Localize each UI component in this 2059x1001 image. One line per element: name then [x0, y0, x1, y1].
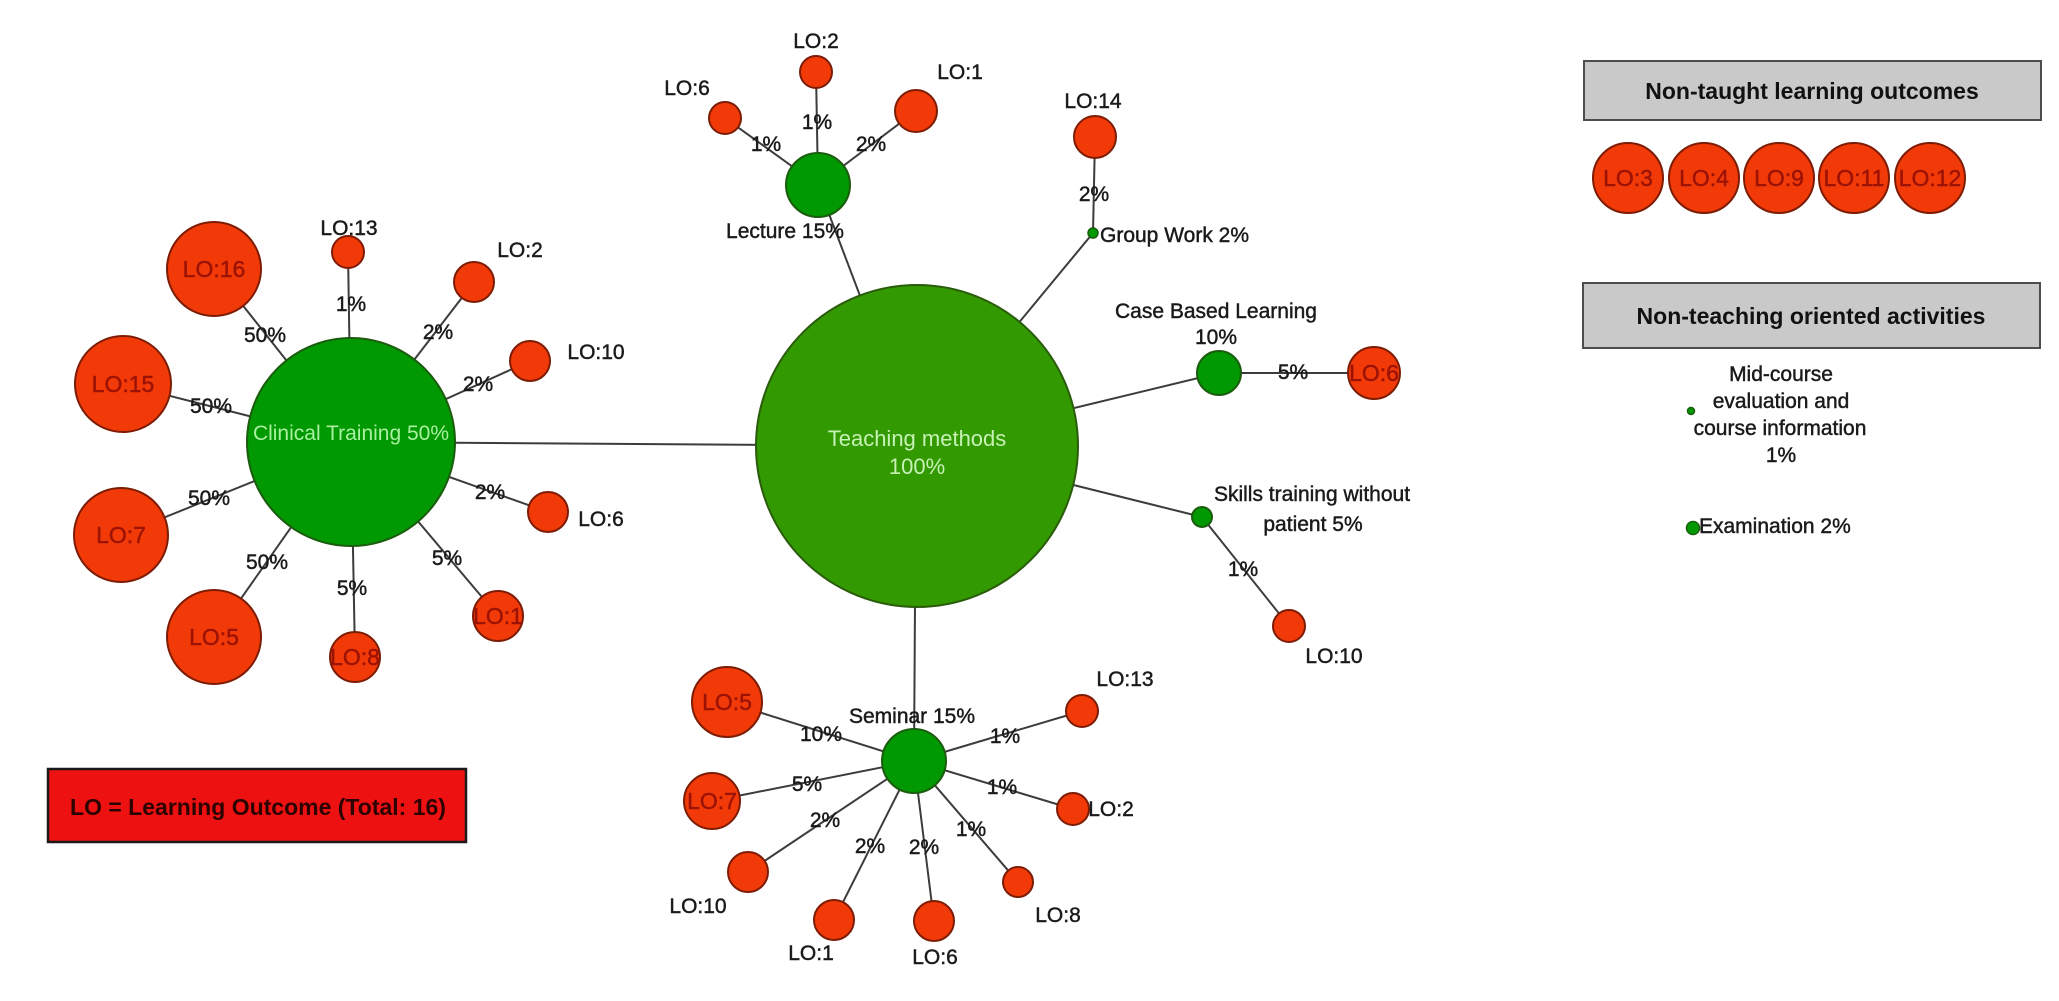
- svg-text:10%: 10%: [1195, 326, 1237, 349]
- svg-text:LO:15: LO:15: [92, 371, 155, 397]
- svg-text:5%: 5%: [337, 577, 367, 600]
- svg-text:2%: 2%: [423, 321, 453, 344]
- svg-text:LO:13: LO:13: [320, 217, 377, 240]
- svg-text:1%: 1%: [1228, 558, 1258, 581]
- svg-text:LO:5: LO:5: [189, 624, 239, 650]
- svg-text:patient 5%: patient 5%: [1263, 513, 1362, 536]
- svg-text:LO:1: LO:1: [788, 942, 834, 965]
- svg-text:50%: 50%: [190, 395, 232, 418]
- svg-text:Skills training without: Skills training without: [1214, 483, 1410, 506]
- svg-text:LO:16: LO:16: [183, 256, 246, 282]
- svg-text:LO:3: LO:3: [1603, 165, 1653, 191]
- svg-text:2%: 2%: [475, 481, 505, 504]
- svg-text:LO:10: LO:10: [567, 341, 624, 364]
- svg-text:LO:6: LO:6: [578, 508, 624, 531]
- svg-text:LO:13: LO:13: [1096, 668, 1153, 691]
- svg-text:1%: 1%: [987, 776, 1017, 799]
- svg-text:1%: 1%: [990, 725, 1020, 748]
- svg-text:2%: 2%: [463, 373, 493, 396]
- svg-text:1%: 1%: [956, 818, 986, 841]
- svg-text:1%: 1%: [751, 133, 781, 156]
- svg-text:LO:5: LO:5: [702, 689, 752, 715]
- svg-text:LO:4: LO:4: [1679, 165, 1729, 191]
- svg-text:LO:8: LO:8: [330, 644, 380, 670]
- svg-text:5%: 5%: [432, 547, 462, 570]
- svg-text:2%: 2%: [810, 809, 840, 832]
- svg-text:1%: 1%: [1766, 444, 1796, 467]
- svg-text:course information: course information: [1694, 417, 1867, 440]
- svg-text:1%: 1%: [802, 111, 832, 134]
- svg-text:10%: 10%: [800, 723, 842, 746]
- svg-text:LO:2: LO:2: [497, 239, 543, 262]
- svg-text:50%: 50%: [244, 324, 286, 347]
- svg-text:Group Work 2%: Group Work 2%: [1100, 224, 1249, 247]
- svg-text:2%: 2%: [856, 133, 886, 156]
- svg-text:LO:1: LO:1: [937, 61, 983, 84]
- svg-text:LO:6: LO:6: [664, 77, 710, 100]
- svg-text:LO:6: LO:6: [1349, 360, 1399, 386]
- svg-text:2%: 2%: [855, 835, 885, 858]
- svg-text:LO:2: LO:2: [793, 30, 839, 53]
- svg-text:LO:6: LO:6: [912, 946, 958, 969]
- svg-text:LO:12: LO:12: [1899, 165, 1962, 191]
- svg-text:5%: 5%: [1278, 361, 1308, 384]
- svg-text:Teaching methods: Teaching methods: [828, 426, 1007, 451]
- svg-text:50%: 50%: [246, 551, 288, 574]
- svg-text:LO:1: LO:1: [473, 603, 523, 629]
- svg-text:LO:7: LO:7: [96, 522, 146, 548]
- svg-text:50%: 50%: [188, 487, 230, 510]
- svg-text:LO:11: LO:11: [1824, 165, 1885, 191]
- svg-text:evaluation and: evaluation and: [1713, 390, 1850, 413]
- svg-text:2%: 2%: [1079, 183, 1109, 206]
- svg-text:Non-teaching oriented activiti: Non-teaching oriented activities: [1637, 303, 1986, 329]
- svg-text:100%: 100%: [889, 454, 945, 479]
- svg-text:1%: 1%: [336, 293, 366, 316]
- svg-text:LO:14: LO:14: [1064, 90, 1122, 113]
- svg-text:LO:10: LO:10: [1305, 645, 1362, 668]
- svg-text:2%: 2%: [909, 836, 939, 859]
- svg-text:LO:8: LO:8: [1035, 904, 1081, 927]
- svg-text:Mid-course: Mid-course: [1729, 363, 1833, 386]
- svg-text:Case Based Learning: Case Based Learning: [1115, 300, 1317, 323]
- svg-text:Clinical Training 50%: Clinical Training 50%: [253, 422, 449, 445]
- svg-text:LO:10: LO:10: [669, 895, 726, 918]
- svg-text:Non-taught learning outcomes: Non-taught learning outcomes: [1645, 78, 1979, 104]
- svg-text:Examination 2%: Examination 2%: [1699, 515, 1851, 538]
- svg-text:LO:9: LO:9: [1754, 165, 1804, 191]
- svg-text:LO:2: LO:2: [1088, 798, 1134, 821]
- svg-text:LO = Learning Outcome (Total:: LO = Learning Outcome (Total: 16): [70, 794, 446, 820]
- svg-text:5%: 5%: [792, 773, 822, 796]
- svg-text:Lecture 15%: Lecture 15%: [726, 220, 844, 243]
- svg-text:Seminar 15%: Seminar 15%: [849, 705, 975, 728]
- svg-text:LO:7: LO:7: [687, 788, 737, 814]
